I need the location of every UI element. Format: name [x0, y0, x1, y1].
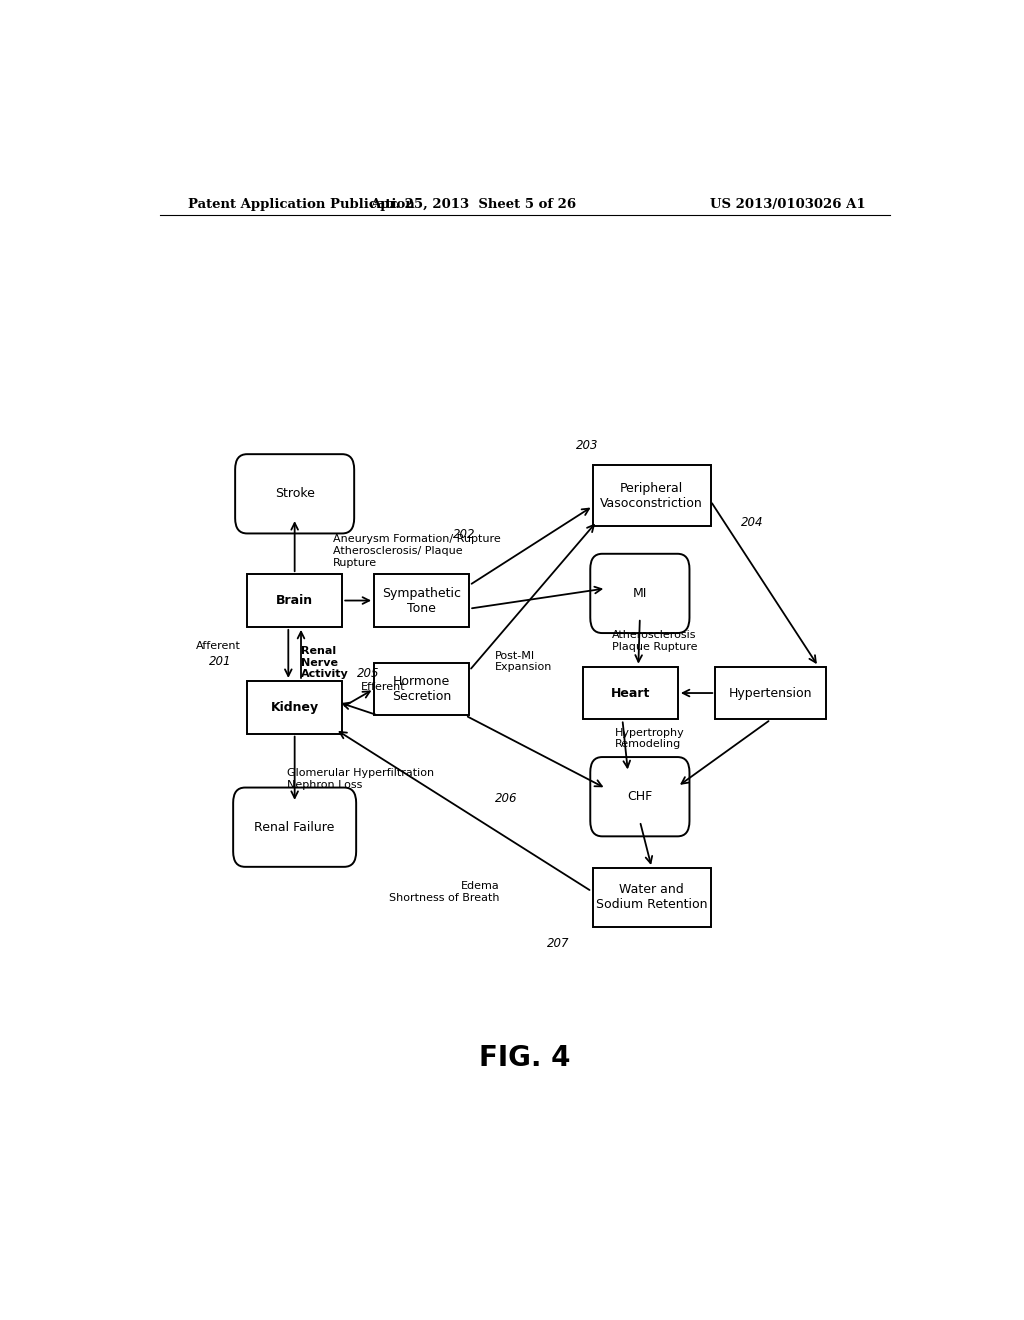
- Text: 207: 207: [547, 937, 569, 949]
- Text: 203: 203: [577, 438, 599, 451]
- Text: FIG. 4: FIG. 4: [479, 1044, 570, 1072]
- Text: Post-MI
Expansion: Post-MI Expansion: [495, 651, 552, 672]
- FancyBboxPatch shape: [247, 681, 342, 734]
- Text: Heart: Heart: [610, 686, 650, 700]
- Text: MI: MI: [633, 587, 647, 599]
- Text: Renal Failure: Renal Failure: [255, 821, 335, 834]
- Text: 201: 201: [209, 655, 231, 668]
- Text: 204: 204: [741, 516, 764, 529]
- Text: Hypertrophy
Remodeling: Hypertrophy Remodeling: [615, 727, 685, 750]
- Text: Efferent: Efferent: [360, 682, 406, 692]
- FancyBboxPatch shape: [236, 454, 354, 533]
- Text: Atherosclerosis
Plaque Rupture: Atherosclerosis Plaque Rupture: [612, 630, 697, 652]
- FancyBboxPatch shape: [715, 667, 826, 719]
- Text: Kidney: Kidney: [270, 701, 318, 714]
- Text: Glomerular Hyperfiltration
Nephron Loss: Glomerular Hyperfiltration Nephron Loss: [287, 768, 434, 789]
- FancyBboxPatch shape: [374, 574, 469, 627]
- Text: US 2013/0103026 A1: US 2013/0103026 A1: [711, 198, 866, 211]
- Text: 205: 205: [356, 667, 379, 680]
- FancyBboxPatch shape: [593, 466, 711, 527]
- Text: Brain: Brain: [276, 594, 313, 607]
- Text: Hormone
Secretion: Hormone Secretion: [392, 675, 452, 704]
- Text: Aneurysm Formation/ Rupture
Atherosclerosis/ Plaque
Rupture: Aneurysm Formation/ Rupture Atherosclero…: [333, 535, 501, 568]
- FancyBboxPatch shape: [583, 667, 678, 719]
- FancyBboxPatch shape: [374, 663, 469, 715]
- FancyBboxPatch shape: [593, 867, 711, 927]
- Text: Water and
Sodium Retention: Water and Sodium Retention: [596, 883, 708, 911]
- Text: Edema
Shortness of Breath: Edema Shortness of Breath: [389, 882, 500, 903]
- Text: Peripheral
Vasoconstriction: Peripheral Vasoconstriction: [600, 482, 703, 510]
- Text: Patent Application Publication: Patent Application Publication: [187, 198, 415, 211]
- Text: Sympathetic
Tone: Sympathetic Tone: [382, 586, 461, 615]
- FancyBboxPatch shape: [233, 788, 356, 867]
- Text: Apr. 25, 2013  Sheet 5 of 26: Apr. 25, 2013 Sheet 5 of 26: [370, 198, 577, 211]
- Text: Hypertension: Hypertension: [729, 686, 813, 700]
- Text: Afferent: Afferent: [196, 642, 241, 651]
- Text: 202: 202: [454, 528, 476, 541]
- FancyBboxPatch shape: [247, 574, 342, 627]
- FancyBboxPatch shape: [590, 554, 689, 634]
- Text: Renal
Nerve
Activity: Renal Nerve Activity: [301, 647, 349, 680]
- Text: CHF: CHF: [628, 791, 652, 803]
- FancyBboxPatch shape: [590, 758, 689, 837]
- Text: Stroke: Stroke: [274, 487, 314, 500]
- Text: 206: 206: [495, 792, 517, 805]
